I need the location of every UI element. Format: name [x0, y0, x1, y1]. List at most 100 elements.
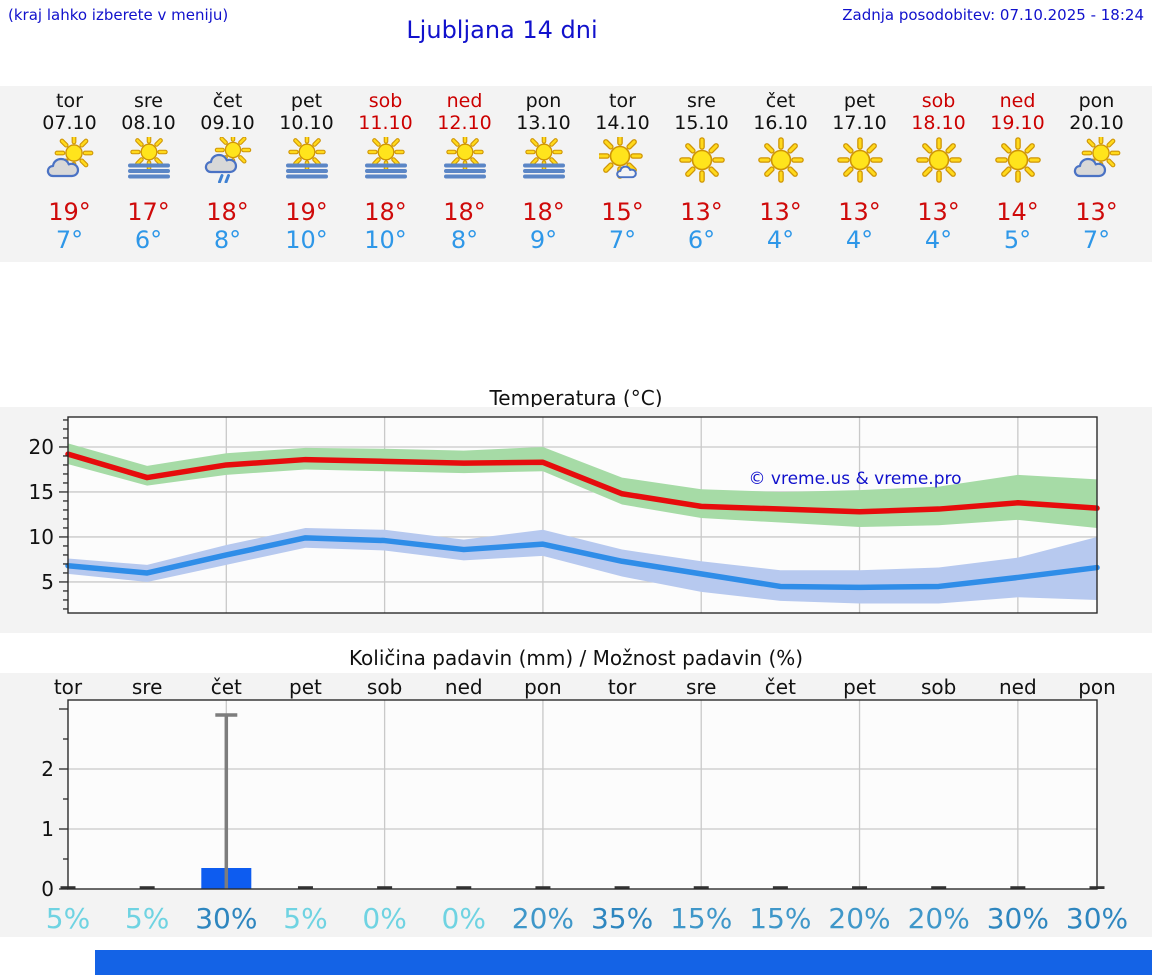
day-date: 08.10: [121, 112, 176, 134]
precipitation-chart: tor sre čet pet sob ned pon tor sre čet pet sob ned p…: [0, 673, 1152, 937]
weather-icon: [204, 137, 252, 183]
precip-probability-label: 5%: [46, 902, 90, 935]
weather-icon: [520, 137, 568, 183]
day-low-temp: 10°: [285, 226, 328, 254]
forecast-day-column[interactable]: sob 18.10 13° 4°: [899, 86, 978, 262]
weather-icon: [441, 137, 489, 183]
day-date: 10.10: [279, 112, 334, 134]
precip-probability-label: 0%: [362, 902, 406, 935]
y-axis-label: 10: [29, 525, 54, 549]
day-high-temp: 19°: [48, 198, 91, 226]
weather-icon: [915, 137, 963, 183]
day-name: čet: [765, 90, 796, 112]
day-low-temp: 5°: [1003, 226, 1032, 254]
weather-icon: [836, 137, 884, 183]
day-high-temp: 13°: [917, 198, 960, 226]
day-name: sre: [134, 90, 163, 112]
precip-probability-label: 30%: [1066, 902, 1128, 935]
precip-probability-label: 15%: [749, 902, 811, 935]
forecast-day-column[interactable]: sre 08.10 17° 6°: [109, 86, 188, 262]
day-label: čet: [765, 675, 796, 699]
forecast-day-column[interactable]: pon 20.10 13° 7°: [1057, 86, 1136, 262]
location-menu-hint[interactable]: (kraj lahko izberete v meniju): [8, 6, 229, 24]
precip-probability-label: 20%: [512, 902, 574, 935]
day-name: sre: [687, 90, 716, 112]
day-date: 19.10: [990, 112, 1045, 134]
day-high-temp: 13°: [1075, 198, 1118, 226]
day-date: 18.10: [911, 112, 966, 134]
day-name: sob: [368, 90, 403, 112]
day-label: pet: [289, 675, 322, 699]
day-low-temp: 4°: [845, 226, 874, 254]
precip-probability-label: 20%: [908, 902, 970, 935]
forecast-day-column[interactable]: sob 11.10 18° 10°: [346, 86, 425, 262]
temperature-chart-title: Temperatura (°C): [489, 386, 663, 410]
day-name: pon: [1078, 90, 1115, 112]
day-name: pet: [843, 90, 876, 112]
day-name: pon: [525, 90, 562, 112]
forecast-day-column[interactable]: pet 17.10 13° 4°: [820, 86, 899, 262]
max-temp-range-band: [68, 443, 1097, 528]
page-title: Ljubljana 14 dni: [406, 16, 598, 44]
y-axis-label: 1: [41, 817, 54, 841]
day-date: 16.10: [753, 112, 808, 134]
day-name: sob: [921, 90, 956, 112]
day-low-temp: 4°: [924, 226, 953, 254]
day-high-temp: 13°: [759, 198, 802, 226]
day-low-temp: 7°: [55, 226, 84, 254]
day-label: pon: [1078, 675, 1116, 699]
day-date: 17.10: [832, 112, 887, 134]
day-date: 11.10: [358, 112, 413, 134]
day-low-temp: 6°: [134, 226, 163, 254]
precip-probability-label: 30%: [987, 902, 1049, 935]
forecast-day-column[interactable]: ned 12.10 18° 8°: [425, 86, 504, 262]
bottom-section-bar: [95, 950, 1152, 975]
day-label: pet: [843, 675, 876, 699]
precip-probability-label: 35%: [591, 902, 653, 935]
plot-area: [68, 700, 1097, 889]
plot-border: [67, 699, 1098, 890]
temperature-chart: 5 10 15 20 © vreme.us & vreme.pro: [0, 407, 1152, 633]
forecast-day-column[interactable]: tor 14.10 15° 7°: [583, 86, 662, 262]
day-date: 14.10: [595, 112, 650, 134]
forecast-day-column[interactable]: sre 15.10 13° 6°: [662, 86, 741, 262]
day-label: sre: [686, 675, 717, 699]
day-label: ned: [999, 675, 1037, 699]
y-axis-label: 5: [41, 570, 54, 594]
watermark[interactable]: © vreme.us & vreme.pro: [748, 469, 961, 489]
precip-probability-label: 5%: [125, 902, 169, 935]
precip-probability-label: 30%: [195, 902, 257, 935]
weather-icon: [283, 137, 331, 183]
forecast-day-column[interactable]: čet 09.10 18° 8°: [188, 86, 267, 262]
day-low-temp: 10°: [364, 226, 407, 254]
day-high-temp: 18°: [206, 198, 249, 226]
day-label: sre: [132, 675, 163, 699]
forecast-day-column[interactable]: pet 10.10 19° 10°: [267, 86, 346, 262]
last-updated: Zadnja posodobitev: 07.10.2025 - 18:24: [842, 6, 1144, 24]
y-axis-label: 2: [41, 757, 54, 781]
day-high-temp: 19°: [285, 198, 328, 226]
y-axis-label: 0: [41, 877, 54, 901]
forecast-strip-background: [0, 86, 1152, 262]
day-low-temp: 7°: [608, 226, 637, 254]
day-label: sob: [367, 675, 402, 699]
day-label: ned: [445, 675, 483, 699]
day-name: čet: [212, 90, 243, 112]
forecast-day-column[interactable]: čet 16.10 13° 4°: [741, 86, 820, 262]
precip-probability-label: 15%: [670, 902, 732, 935]
day-high-temp: 15°: [601, 198, 644, 226]
forecast-day-column[interactable]: pon 13.10 18° 9°: [504, 86, 583, 262]
day-label: tor: [54, 675, 83, 699]
forecast-day-column[interactable]: ned 19.10 14° 5°: [978, 86, 1057, 262]
weather-icon: [599, 137, 647, 183]
day-label: pon: [524, 675, 562, 699]
day-name: ned: [999, 90, 1036, 112]
forecast-day-column[interactable]: tor 07.10 19° 7°: [30, 86, 109, 262]
day-high-temp: 14°: [996, 198, 1039, 226]
day-name: tor: [56, 90, 83, 112]
day-low-temp: 7°: [1082, 226, 1111, 254]
day-date: 15.10: [674, 112, 729, 134]
weather-icon: [994, 137, 1042, 183]
weather-icon: [125, 137, 173, 183]
weather-icon: [46, 137, 94, 183]
